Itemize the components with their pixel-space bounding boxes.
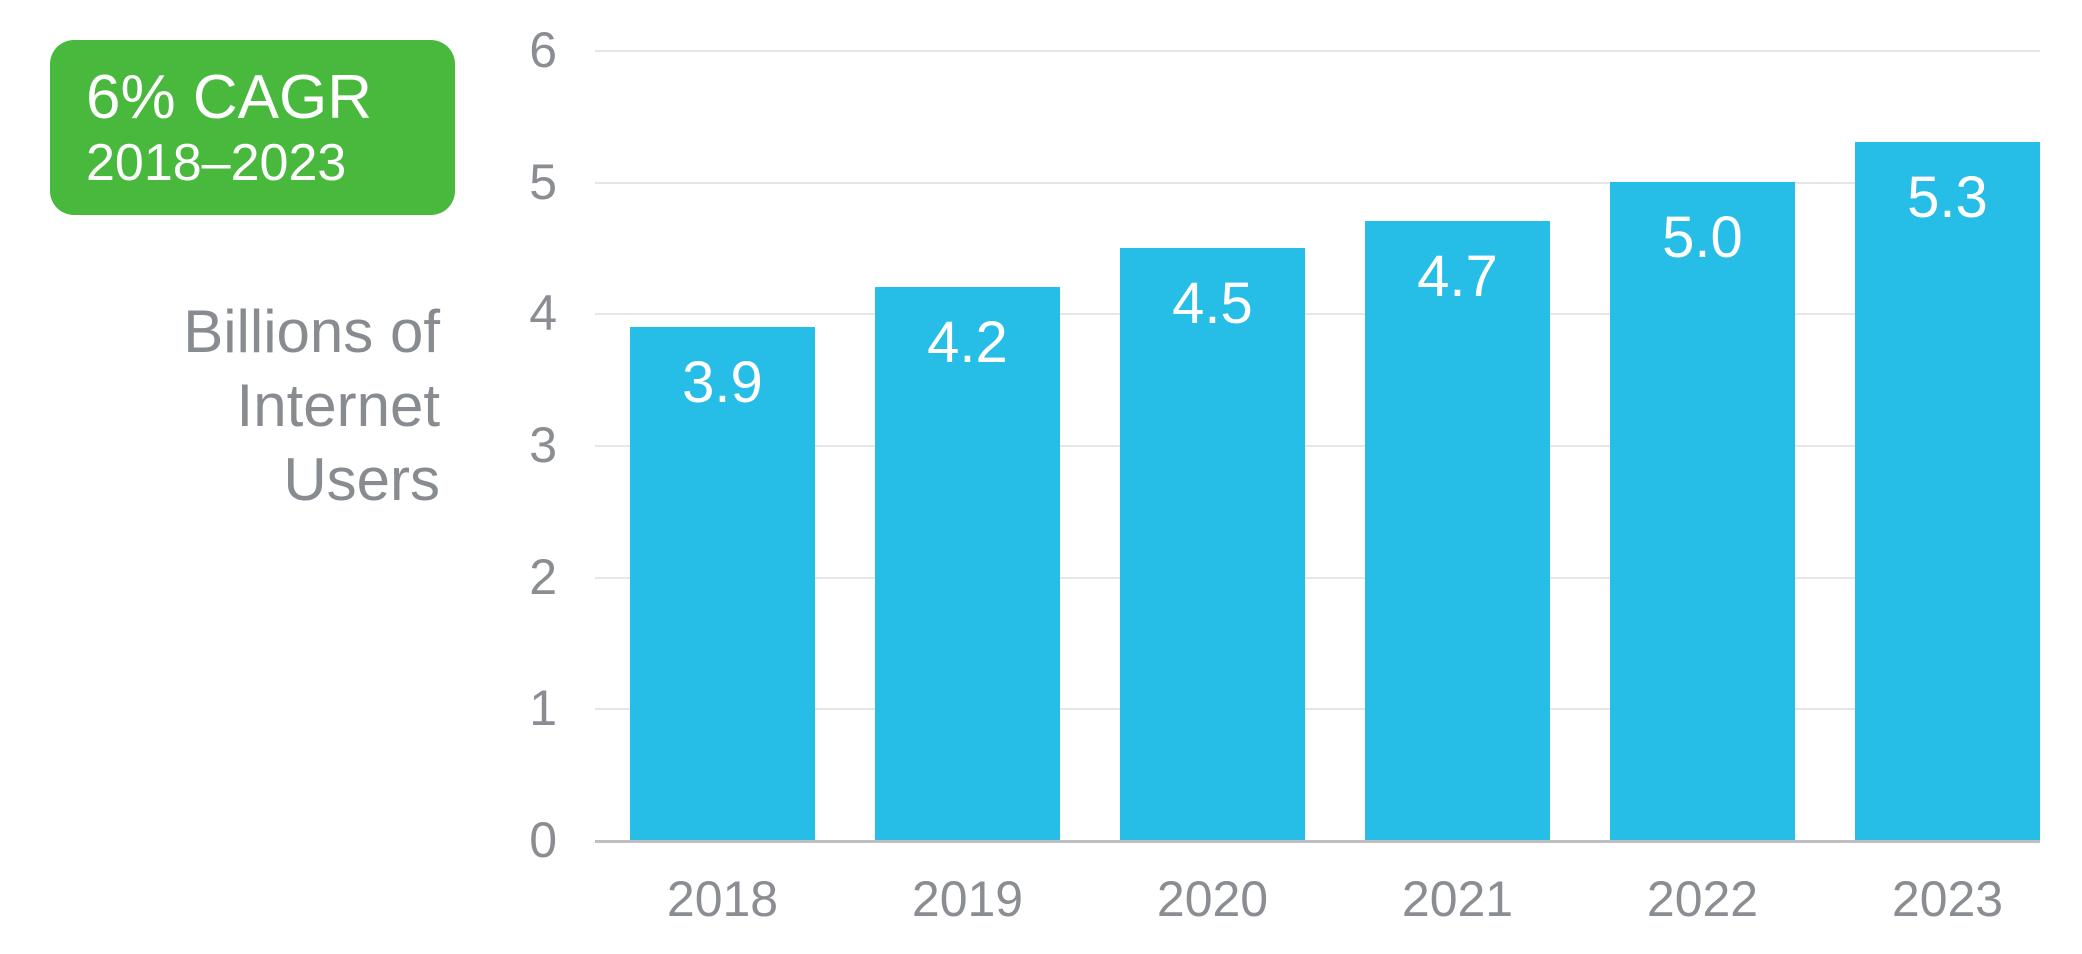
- cagr-badge-line1: 6% CAGR: [86, 62, 455, 133]
- gridline: [595, 840, 2040, 843]
- y-axis-title-line: Internet: [80, 369, 440, 443]
- bar: 5.0: [1610, 182, 1795, 840]
- x-tick-label: 2023: [1892, 870, 2003, 928]
- bar-value-label: 4.5: [1120, 270, 1305, 337]
- x-tick-label: 2019: [912, 870, 1023, 928]
- y-axis-title-line: Users: [80, 443, 440, 517]
- bar: 5.3: [1855, 142, 2040, 840]
- bar-value-label: 3.9: [630, 349, 815, 416]
- x-tick-label: 2022: [1647, 870, 1758, 928]
- bar: 4.5: [1120, 248, 1305, 841]
- bar-value-label: 4.2: [875, 309, 1060, 376]
- bar: 4.7: [1365, 221, 1550, 840]
- bar-value-label: 5.3: [1855, 164, 2040, 231]
- y-tick-label: 1: [529, 679, 595, 737]
- bar: 3.9: [630, 327, 815, 841]
- cagr-badge-line2: 2018–2023: [86, 133, 455, 193]
- y-tick-label: 5: [529, 153, 595, 211]
- y-axis-title-line: Billions of: [80, 295, 440, 369]
- y-tick-label: 6: [529, 21, 595, 79]
- y-tick-label: 0: [529, 811, 595, 869]
- x-tick-label: 2018: [667, 870, 778, 928]
- plot-area: 3.94.24.54.75.05.3 012345620182019202020…: [595, 50, 2040, 840]
- bar-value-label: 5.0: [1610, 204, 1795, 271]
- y-axis-title: Billions ofInternetUsers: [80, 295, 440, 517]
- y-tick-label: 2: [529, 548, 595, 606]
- chart-root: 6% CAGR 2018–2023 Billions ofInternetUse…: [0, 0, 2082, 954]
- x-tick-label: 2020: [1157, 870, 1268, 928]
- y-tick-label: 4: [529, 284, 595, 342]
- x-tick-label: 2021: [1402, 870, 1513, 928]
- y-tick-label: 3: [529, 416, 595, 474]
- cagr-badge: 6% CAGR 2018–2023: [50, 40, 455, 215]
- bar: 4.2: [875, 287, 1060, 840]
- bars-layer: 3.9 4.2 4.5 4.7 5.0 5.3: [595, 50, 2040, 840]
- bar-value-label: 4.7: [1365, 243, 1550, 310]
